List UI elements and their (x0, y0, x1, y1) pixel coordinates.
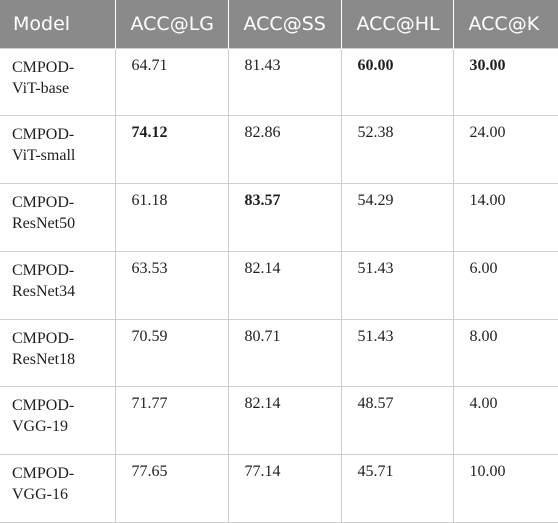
model-name-cell: CMPOD- ViT-base (0, 47, 116, 117)
value-cell-acc-lg: 70.59 (114, 318, 229, 388)
value-cell-acc-k: 10.00 (452, 454, 558, 523)
header-acc-hl: ACC@HL (340, 0, 453, 48)
value-cell-acc-k: 8.00 (452, 318, 558, 388)
value-cell-acc-lg: 77.65 (114, 454, 229, 523)
value-cell-acc-hl: 48.57 (340, 386, 454, 456)
table-row: CMPOD- ViT-small 74.12 82.86 52.38 24.00 (0, 115, 558, 185)
model-name-line: CMPOD- (12, 58, 75, 76)
value-cell-acc-ss: 77.14 (227, 454, 342, 523)
value-cell-acc-lg: 61.18 (114, 183, 229, 252)
model-name-cell: CMPOD- ResNet18 (0, 318, 116, 388)
table-header: Model ACC@LG ACC@SS ACC@HL ACC@K (0, 0, 558, 48)
value-cell-acc-ss: 81.43 (227, 47, 342, 117)
model-name-cell: CMPOD- ViT-small (0, 115, 116, 185)
value-cell-acc-hl: 60.00 (340, 47, 454, 117)
model-name-line: ResNet50 (12, 215, 76, 233)
table-body: CMPOD- ViT-base 64.71 81.43 60.00 30.00 CMPOD-… (0, 47, 558, 523)
model-name-line: CMPOD- (12, 465, 75, 483)
header-acc-ss: ACC@SS (227, 0, 341, 48)
value-cell-acc-hl: 52.38 (340, 115, 454, 185)
table-row: CMPOD- VGG-19 71.77 82.14 48.57 4.00 (0, 386, 558, 456)
value-cell-acc-k: 14.00 (452, 183, 558, 252)
header-model: Model (13, 12, 71, 35)
model-name-line: VGG-19 (12, 418, 68, 436)
value-cell-acc-hl: 51.43 (340, 250, 454, 320)
model-name-cell: CMPOD- ResNet34 (0, 250, 116, 320)
value-cell-acc-ss: 82.14 (227, 386, 342, 456)
model-name-line: ResNet18 (12, 350, 76, 368)
value-cell-acc-ss: 80.71 (227, 318, 342, 388)
value-cell-acc-hl: 51.43 (340, 318, 454, 388)
table-row: CMPOD- ResNet50 61.18 83.57 54.29 14.00 (0, 183, 558, 252)
value-cell-acc-lg: 71.77 (114, 386, 229, 456)
value-cell-acc-ss: 82.14 (227, 250, 342, 320)
model-name-cell: CMPOD- ResNet50 (0, 183, 116, 252)
value-cell-acc-ss: 83.57 (227, 183, 342, 252)
header-acc-lg: ACC@LG (114, 0, 228, 48)
model-name-cell: CMPOD- VGG-19 (0, 386, 116, 456)
model-name-line: CMPOD- (12, 329, 75, 347)
model-name-line: VGG-16 (12, 486, 68, 504)
value-cell-acc-hl: 45.71 (340, 454, 454, 523)
model-name-line: CMPOD- (12, 397, 75, 415)
model-name-line: ViT-small (12, 147, 76, 165)
value-cell-acc-k: 4.00 (452, 386, 558, 456)
model-name-line: ViT-base (12, 79, 70, 97)
model-name-cell: CMPOD- VGG-16 (0, 454, 116, 523)
table-row: CMPOD- ResNet34 63.53 82.14 51.43 6.00 (0, 250, 558, 320)
value-cell-acc-lg: 74.12 (114, 115, 229, 185)
table-row: CMPOD- ViT-base 64.71 81.43 60.00 30.00 (0, 47, 558, 117)
header-row: Model ACC@LG ACC@SS ACC@HL ACC@K (0, 0, 558, 48)
value-cell-acc-k: 6.00 (452, 250, 558, 320)
model-name-line: CMPOD- (12, 261, 75, 279)
value-cell-acc-ss: 82.86 (227, 115, 342, 185)
value-cell-acc-lg: 64.71 (114, 47, 229, 117)
model-name-line: CMPOD- (12, 194, 75, 212)
table-row: CMPOD- ResNet18 70.59 80.71 51.43 8.00 (0, 318, 558, 388)
header-acc-k: ACC@K (452, 0, 558, 48)
table-row: CMPOD- VGG-16 77.65 77.14 45.71 10.00 (0, 454, 558, 523)
value-cell-acc-k: 30.00 (452, 47, 558, 117)
value-cell-acc-lg: 63.53 (114, 250, 229, 320)
model-name-line: ResNet34 (12, 282, 76, 300)
value-cell-acc-hl: 54.29 (340, 183, 454, 252)
model-name-line: CMPOD- (12, 126, 75, 144)
value-cell-acc-k: 24.00 (452, 115, 558, 185)
